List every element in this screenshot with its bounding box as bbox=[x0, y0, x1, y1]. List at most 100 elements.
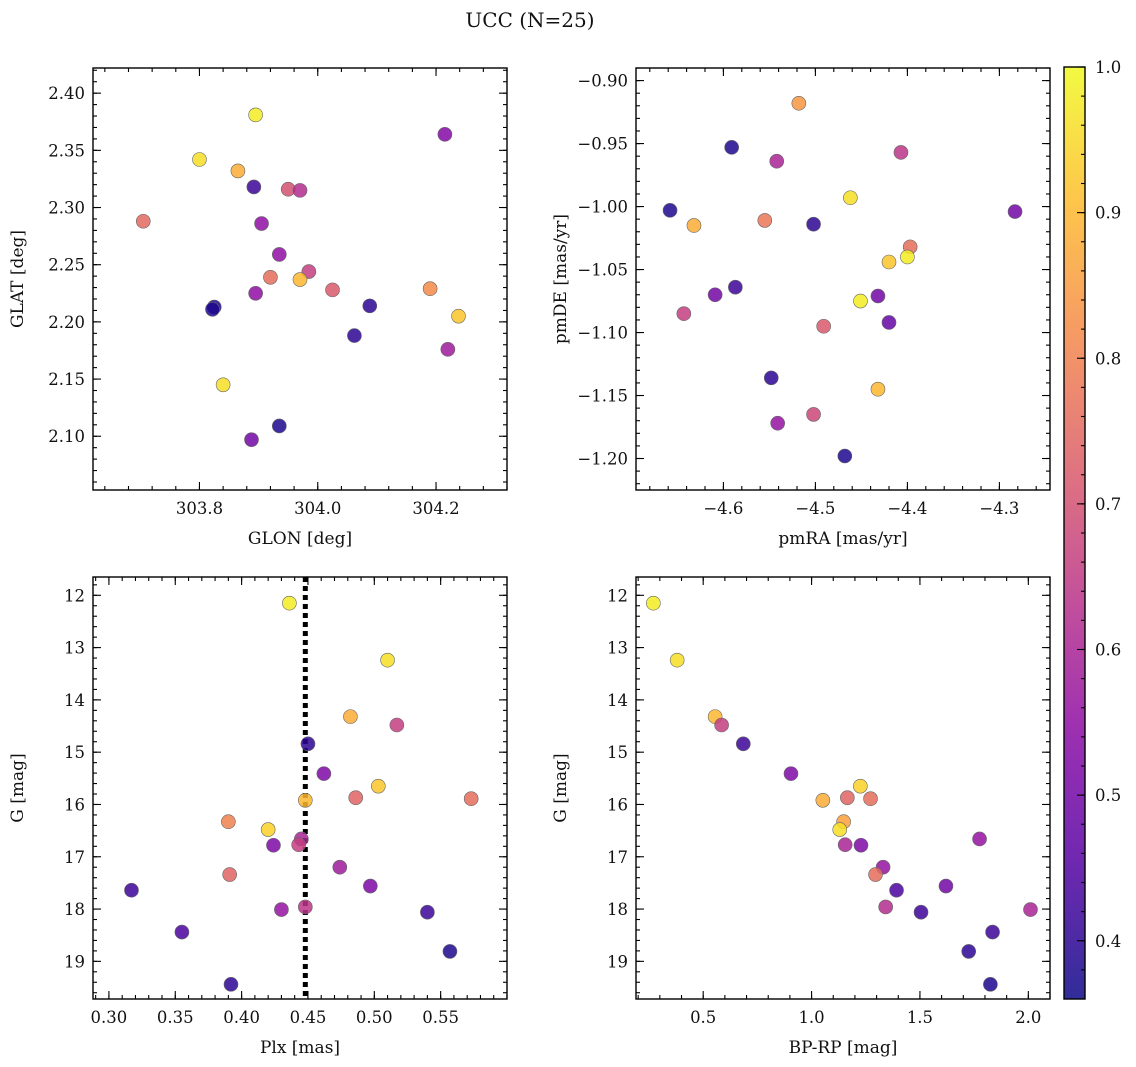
y-tick-label: 17 bbox=[64, 848, 85, 867]
x-tick-label: −4.3 bbox=[979, 499, 1019, 518]
data-point bbox=[983, 977, 998, 992]
data-point bbox=[763, 370, 779, 386]
x-tick-label: 303.8 bbox=[176, 499, 223, 518]
y-tick-label: 16 bbox=[64, 795, 85, 814]
data-point bbox=[274, 902, 289, 917]
data-point bbox=[192, 152, 207, 167]
data-point bbox=[222, 867, 237, 882]
axes-frame bbox=[635, 67, 1051, 491]
data-point bbox=[205, 302, 220, 317]
data-point bbox=[135, 213, 151, 229]
colorbar-tick-label: 0.5 bbox=[1095, 786, 1121, 805]
x-tick-label: 0.40 bbox=[223, 1008, 260, 1027]
y-tick-label: 17 bbox=[607, 848, 628, 867]
x-tick-label: 0.45 bbox=[290, 1008, 327, 1027]
panel-plx-g: 0.30 0.35 0.40 0.45 0.50 0.55 12 13 14 15 16 17 18 19… bbox=[8, 576, 508, 1058]
data-point bbox=[863, 791, 878, 807]
data-point bbox=[422, 281, 438, 297]
y-axis-label: pmDE [mas/yr] bbox=[551, 214, 571, 344]
x-tick-label: 2.0 bbox=[1015, 1008, 1041, 1027]
colorbar: 0.4 0.5 0.6 0.7 0.8 0.9 1.0 bbox=[1063, 58, 1121, 1000]
data-point bbox=[223, 977, 239, 992]
data-point bbox=[271, 418, 287, 434]
data-point bbox=[325, 282, 340, 298]
data-point bbox=[363, 878, 378, 894]
y-tick-label: −0.90 bbox=[577, 72, 628, 91]
data-point bbox=[669, 652, 685, 668]
axes-frame bbox=[92, 67, 508, 491]
data-point bbox=[837, 448, 853, 464]
axes-frame bbox=[635, 576, 1051, 1000]
data-point bbox=[332, 859, 348, 875]
data-point bbox=[298, 792, 313, 808]
data-point bbox=[343, 709, 358, 724]
x-tick-label: −4.4 bbox=[887, 499, 927, 518]
data-point bbox=[840, 790, 855, 805]
colorbar-tick-label: 0.7 bbox=[1095, 495, 1121, 514]
y-tick-label: −1.00 bbox=[577, 198, 628, 217]
data-point bbox=[215, 377, 231, 393]
x-axis-label: Plx [mas] bbox=[260, 1038, 340, 1058]
data-point bbox=[893, 145, 909, 160]
data-point bbox=[769, 153, 785, 169]
y-tick-label: 13 bbox=[607, 639, 628, 658]
data-point bbox=[878, 899, 894, 915]
data-point bbox=[1023, 902, 1038, 917]
data-point bbox=[662, 203, 678, 218]
x-axis-label: GLON [deg] bbox=[248, 529, 352, 549]
y-tick-label: 2.30 bbox=[48, 199, 85, 218]
y-axis-label: GLAT [deg] bbox=[8, 230, 28, 328]
colorbar-frame bbox=[1063, 66, 1086, 1000]
data-point bbox=[246, 179, 262, 195]
x-tick-label: 0.55 bbox=[422, 1008, 459, 1027]
y-tick-label: 19 bbox=[607, 952, 628, 971]
x-tick-label: 0.50 bbox=[356, 1008, 393, 1027]
panel-bprp-g: 0.5 1.0 1.5 2.0 12 13 14 15 16 17 18 19 BP-RP [mag] G… bbox=[551, 576, 1051, 1058]
colorbar-gradient bbox=[1064, 67, 1085, 999]
y-axis-label: G [mag] bbox=[8, 753, 28, 822]
data-point bbox=[972, 831, 987, 847]
data-point bbox=[889, 882, 904, 898]
data-point bbox=[362, 298, 378, 314]
axes-frame bbox=[92, 576, 508, 1000]
data-point bbox=[853, 837, 869, 853]
data-point bbox=[816, 318, 831, 334]
data-point bbox=[783, 766, 799, 781]
data-point bbox=[853, 778, 868, 794]
data-point bbox=[221, 814, 236, 830]
data-point bbox=[442, 944, 458, 959]
y-tick-label: −1.20 bbox=[577, 450, 628, 469]
data-point bbox=[300, 736, 316, 752]
data-point bbox=[881, 315, 897, 330]
data-point bbox=[1007, 204, 1023, 219]
colorbar-tick-label: 0.8 bbox=[1095, 349, 1121, 368]
data-point bbox=[770, 415, 785, 431]
y-tick-label: 2.15 bbox=[48, 370, 85, 389]
data-point bbox=[724, 140, 739, 155]
data-point bbox=[292, 183, 308, 198]
panel-pmra-pmde: −4.6 −4.5 −4.4 −4.3 −1.20 −1.15 −1.10 −1.05 −1.0… bbox=[551, 67, 1051, 549]
data-point bbox=[348, 790, 364, 805]
data-point bbox=[380, 652, 395, 668]
data-point bbox=[347, 328, 362, 343]
y-tick-label: 13 bbox=[64, 639, 85, 658]
data-point bbox=[728, 279, 743, 295]
data-point bbox=[298, 899, 313, 915]
data-point bbox=[260, 822, 276, 837]
x-tick-label: 0.5 bbox=[690, 1008, 716, 1027]
y-tick-label: 14 bbox=[607, 691, 628, 710]
data-point bbox=[913, 904, 929, 920]
x-tick-label: 1.5 bbox=[907, 1008, 933, 1027]
data-point bbox=[900, 249, 915, 265]
data-point bbox=[271, 247, 287, 262]
data-point bbox=[291, 837, 306, 853]
y-tick-label: 15 bbox=[64, 743, 85, 762]
data-point bbox=[853, 293, 868, 309]
figure-title: UCC (N=25) bbox=[465, 8, 594, 32]
panels: 303.8 304.0 304.2 2.10 2.15 2.20 2.25 2.30 2.35 2… bbox=[8, 67, 1051, 1058]
x-tick-label: −4.5 bbox=[795, 499, 835, 518]
data-point bbox=[961, 944, 977, 959]
y-tick-label: 18 bbox=[607, 900, 628, 919]
data-point bbox=[248, 107, 263, 123]
data-point bbox=[174, 924, 190, 940]
